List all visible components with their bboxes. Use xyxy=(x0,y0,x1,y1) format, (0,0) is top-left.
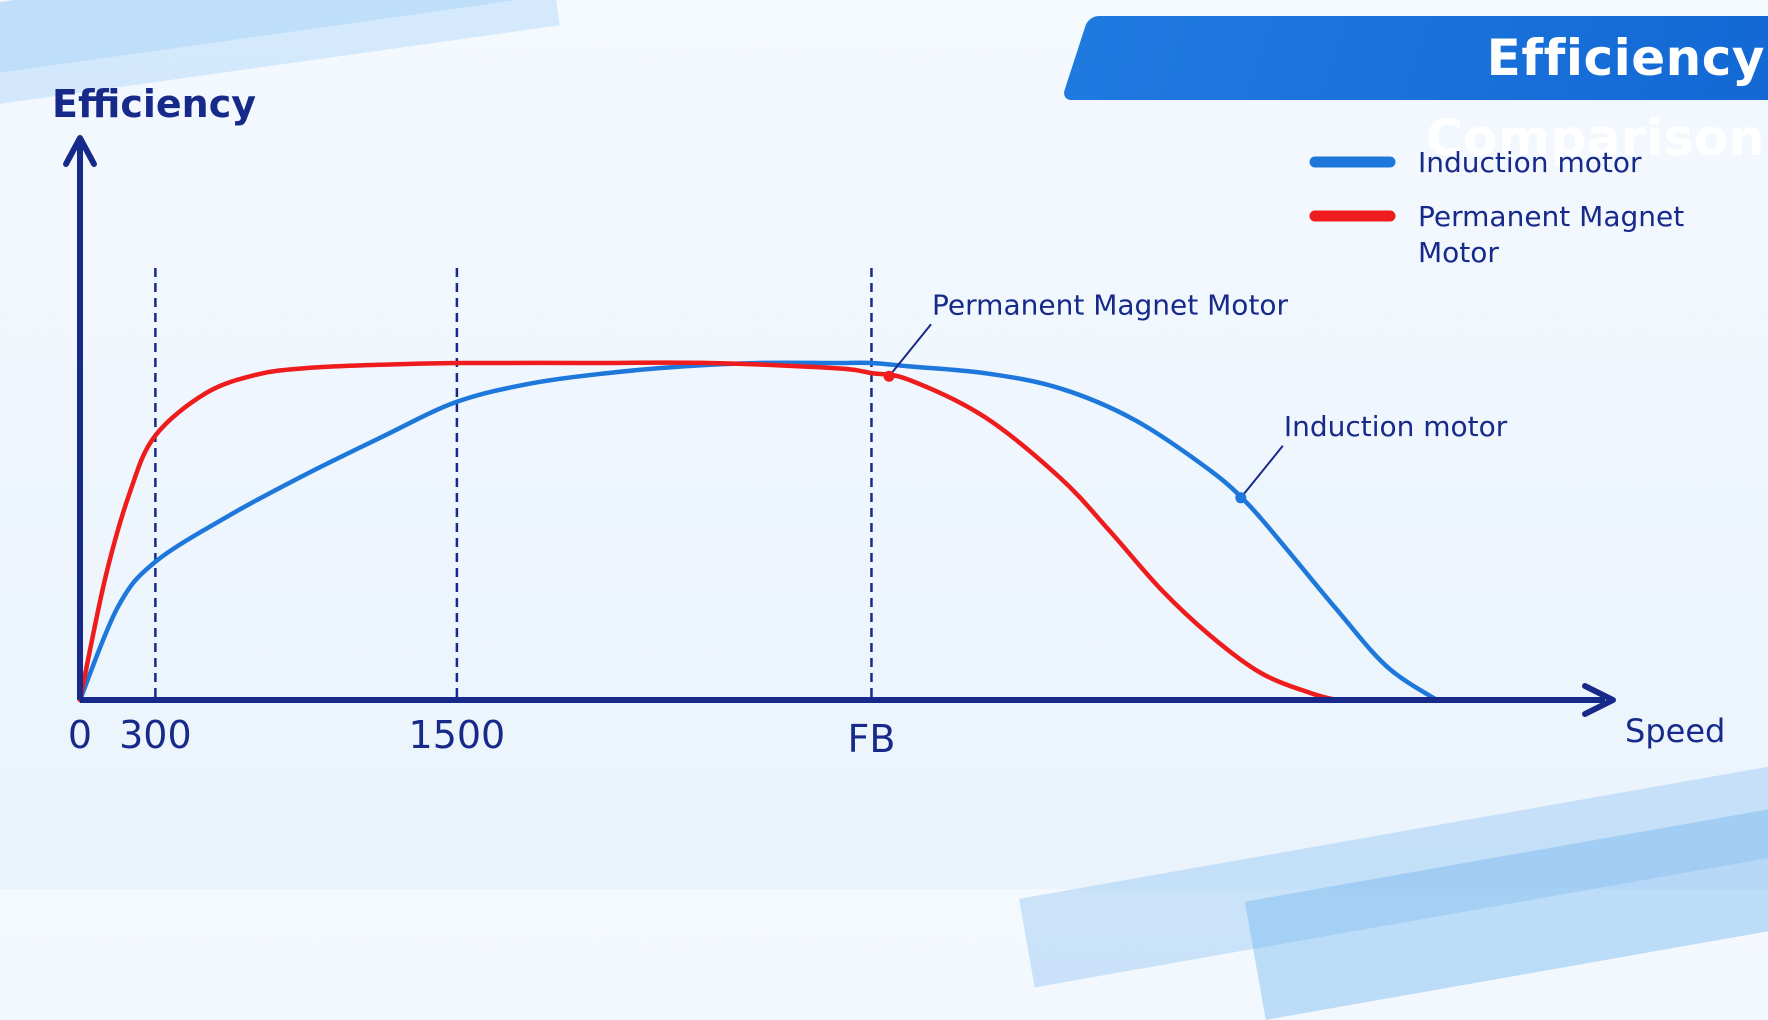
annotation-point xyxy=(1235,492,1247,504)
x-tick-label: 0 xyxy=(68,713,92,757)
y-axis-label: Efficiency xyxy=(52,82,256,126)
x-tick-label: 1500 xyxy=(409,713,506,757)
reference-lines xyxy=(154,268,873,700)
annotation-label: Induction motor xyxy=(1284,410,1508,443)
x-tick-label: FB xyxy=(848,717,896,761)
annotation-leader xyxy=(888,323,932,377)
series-layer xyxy=(77,360,1440,703)
legend-label: Permanent Magnet Motor xyxy=(1418,200,1684,269)
annotation-point xyxy=(883,370,895,382)
x-tick-label: 300 xyxy=(119,713,192,757)
legend: Induction motor Permanent Magnet Motor xyxy=(1309,146,1684,269)
chart-canvas: Efficiency Speed 0 300 1500 FB Permanent Ma… xyxy=(52,82,1725,761)
legend-label: Induction motor xyxy=(1418,146,1642,179)
x-axis-arrow xyxy=(1582,683,1616,717)
annotation-label: Permanent Magnet Motor xyxy=(932,288,1289,321)
axes xyxy=(63,135,1616,717)
x-axis-label: Speed xyxy=(1625,712,1725,750)
chart-title: Efficiency Comparison xyxy=(1425,29,1765,167)
series-line-permanent-magnet xyxy=(77,360,1339,703)
x-tick-labels: 0 300 1500 FB xyxy=(68,713,896,761)
annotation-leader xyxy=(1240,445,1284,499)
series-line-induction xyxy=(77,360,1440,703)
y-axis-arrow xyxy=(63,135,97,167)
annotations: Permanent Magnet Motor Induction motor xyxy=(883,288,1508,504)
